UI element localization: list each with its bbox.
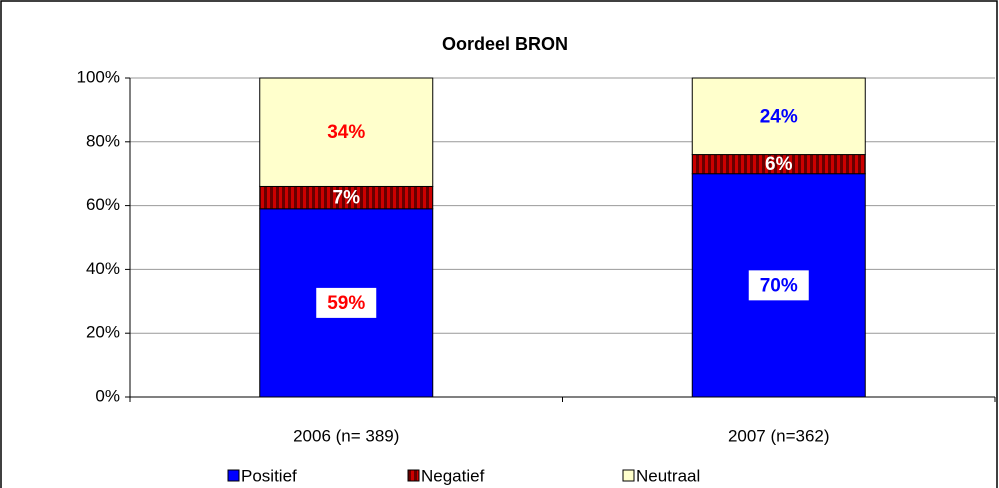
- bar-segment: [259, 77, 434, 187]
- legend-swatch: [407, 469, 420, 482]
- legend-swatch: [227, 469, 240, 482]
- y-tick-label: 100%: [77, 67, 120, 86]
- chart-title: Oordeel BRON: [442, 34, 568, 54]
- y-tick-label: 0%: [95, 386, 120, 405]
- value-label: 59%: [327, 293, 365, 314]
- value-label: 34%: [327, 122, 365, 143]
- y-tick-label: 80%: [86, 131, 120, 150]
- bar-segment: [691, 77, 866, 156]
- legend-label: Positief: [241, 466, 297, 485]
- y-tick-label: 20%: [86, 323, 120, 342]
- value-label: 6%: [765, 154, 793, 175]
- value-label: 70%: [760, 275, 798, 296]
- value-label: 24%: [760, 106, 798, 127]
- legend-label: Negatief: [421, 466, 485, 485]
- value-label: 7%: [333, 188, 361, 209]
- value-label-box: [316, 287, 377, 318]
- x-tick-label: 2007 (n=362): [728, 426, 830, 445]
- y-tick-label: 60%: [86, 195, 120, 214]
- x-tick-label: 2006 (n= 389): [293, 426, 399, 445]
- value-label-box: [748, 270, 809, 301]
- legend-label: Neutraal: [636, 466, 700, 485]
- legend-swatch: [622, 469, 635, 482]
- y-tick-label: 40%: [86, 259, 120, 278]
